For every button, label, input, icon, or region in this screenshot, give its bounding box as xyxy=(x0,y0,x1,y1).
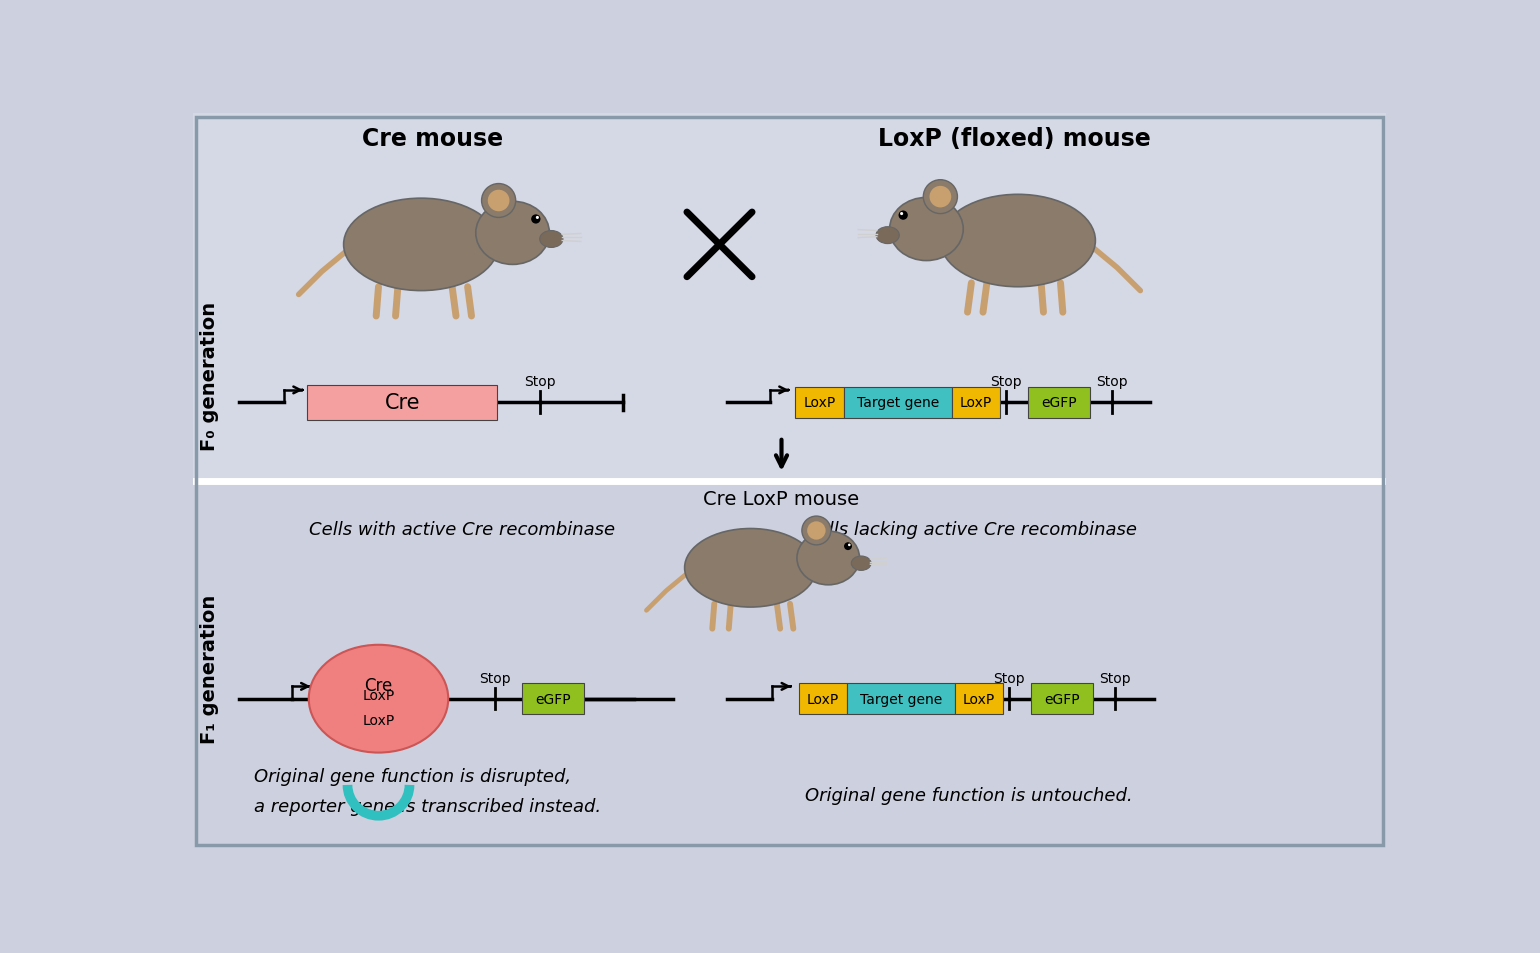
Text: Cre: Cre xyxy=(365,676,393,694)
Ellipse shape xyxy=(876,228,899,244)
Circle shape xyxy=(802,517,832,545)
Bar xyxy=(1032,683,1093,715)
Text: LoxP: LoxP xyxy=(959,395,992,410)
Text: Stop: Stop xyxy=(524,375,556,389)
Ellipse shape xyxy=(476,202,550,265)
Bar xyxy=(844,388,952,418)
Bar xyxy=(522,683,584,715)
Circle shape xyxy=(898,212,907,220)
Circle shape xyxy=(488,191,510,213)
Circle shape xyxy=(807,521,825,540)
Text: Stop: Stop xyxy=(993,671,1026,685)
Text: Stop: Stop xyxy=(990,375,1023,389)
Text: Stop: Stop xyxy=(1100,671,1130,685)
Text: Cre mouse: Cre mouse xyxy=(362,127,504,151)
Text: eGFP: eGFP xyxy=(1044,692,1080,706)
Text: eGFP: eGFP xyxy=(534,692,571,706)
Circle shape xyxy=(482,184,516,218)
Bar xyxy=(1029,388,1090,418)
Text: eGFP: eGFP xyxy=(1041,395,1076,410)
Text: F₁ generation: F₁ generation xyxy=(200,594,219,742)
Text: Target gene: Target gene xyxy=(859,692,942,706)
Text: Cre LoxP mouse: Cre LoxP mouse xyxy=(704,490,859,509)
Ellipse shape xyxy=(796,532,859,585)
Ellipse shape xyxy=(890,198,962,261)
Circle shape xyxy=(531,215,541,224)
Text: LoxP (floxed) mouse: LoxP (floxed) mouse xyxy=(878,127,1150,151)
Bar xyxy=(796,388,844,418)
Bar xyxy=(351,684,407,706)
Ellipse shape xyxy=(343,199,499,292)
Circle shape xyxy=(899,213,902,216)
Text: Original gene function is disrupted,
a reporter gene is transcribed instead.: Original gene function is disrupted, a r… xyxy=(254,768,602,815)
Bar xyxy=(952,388,999,418)
Text: Cells with active Cre recombinase: Cells with active Cre recombinase xyxy=(308,520,614,538)
Text: LoxP: LoxP xyxy=(807,692,839,706)
Ellipse shape xyxy=(539,232,564,248)
Text: LoxP: LoxP xyxy=(962,692,995,706)
Ellipse shape xyxy=(308,645,448,753)
Bar xyxy=(192,114,1386,481)
Text: Stop: Stop xyxy=(1096,375,1127,389)
Bar xyxy=(847,683,955,715)
Ellipse shape xyxy=(941,195,1095,288)
Text: F₀ generation: F₀ generation xyxy=(200,301,219,451)
Text: LoxP: LoxP xyxy=(804,395,836,410)
Text: Cre: Cre xyxy=(385,393,420,413)
Bar xyxy=(306,385,497,420)
Circle shape xyxy=(536,216,539,220)
Text: LoxP: LoxP xyxy=(362,714,394,727)
Bar xyxy=(955,683,1003,715)
Ellipse shape xyxy=(852,557,872,571)
Circle shape xyxy=(849,544,850,547)
Ellipse shape xyxy=(685,529,816,607)
Circle shape xyxy=(844,542,852,551)
Bar xyxy=(192,481,1386,848)
Text: LoxP: LoxP xyxy=(362,688,394,702)
Circle shape xyxy=(924,180,958,214)
Text: Target gene: Target gene xyxy=(856,395,939,410)
Text: Original gene function is untouched.: Original gene function is untouched. xyxy=(805,786,1132,804)
Bar xyxy=(799,683,847,715)
Bar xyxy=(351,710,407,731)
Text: Cells lacking active Cre recombinase: Cells lacking active Cre recombinase xyxy=(805,520,1137,538)
Circle shape xyxy=(930,187,952,208)
Text: Stop: Stop xyxy=(479,671,511,685)
